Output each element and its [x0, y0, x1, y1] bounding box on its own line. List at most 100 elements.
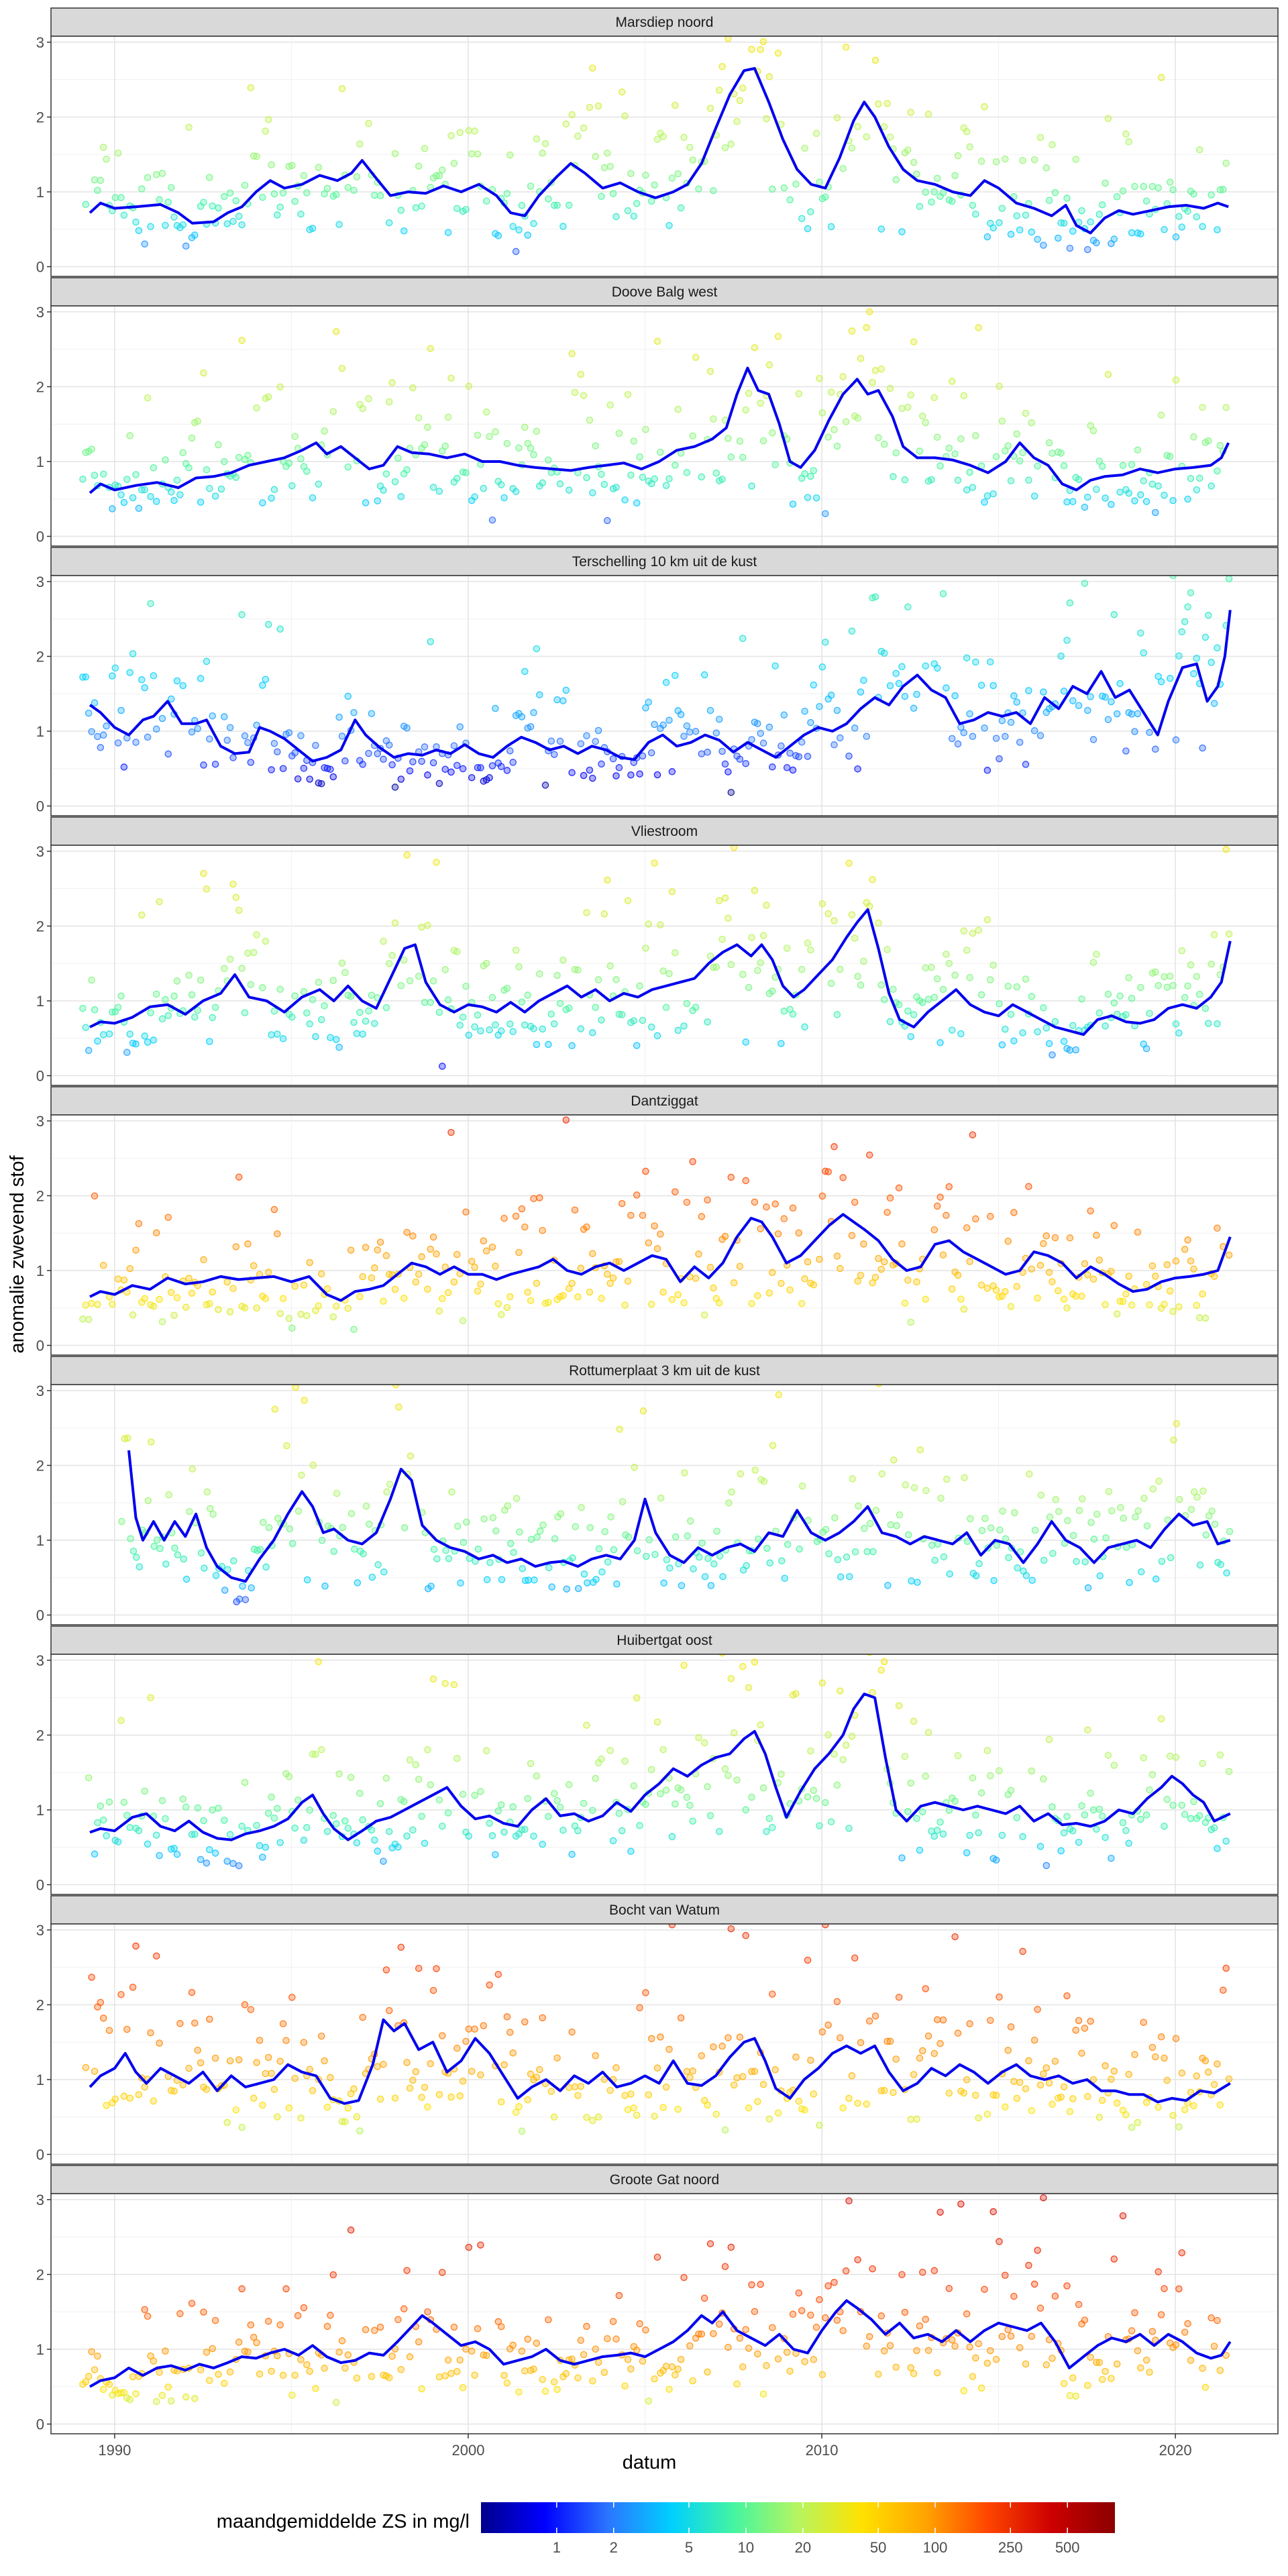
data-point [300, 2039, 308, 2046]
data-point [1181, 618, 1189, 625]
data-point [503, 439, 511, 447]
data-point [1096, 1572, 1104, 1580]
data-point [875, 434, 882, 441]
data-point [1075, 1507, 1083, 1515]
data-point [972, 1215, 979, 1223]
data-point [742, 1932, 749, 1939]
data-point [594, 2359, 602, 2366]
data-point [930, 994, 938, 1001]
data-point [860, 1240, 867, 1248]
data-point [447, 2093, 455, 2101]
data-point [264, 1269, 272, 1276]
data-point [527, 722, 535, 731]
panel-plot-area [51, 845, 1278, 1085]
data-point [1199, 403, 1206, 411]
data-point [391, 784, 399, 791]
data-point [453, 761, 461, 769]
data-point [972, 658, 979, 666]
data-point [834, 1556, 842, 1564]
data-point [339, 1523, 347, 1532]
data-point [270, 739, 278, 747]
data-point [545, 1564, 553, 1572]
data-point [524, 1794, 531, 1803]
data-point [837, 965, 844, 973]
data-point [954, 152, 962, 160]
data-point [759, 437, 767, 445]
data-point [724, 2034, 732, 2041]
data-point [344, 1824, 352, 1832]
data-point [975, 324, 982, 331]
data-point [394, 1843, 402, 1851]
data-point [114, 1004, 122, 1011]
data-point [712, 729, 720, 737]
data-point [536, 691, 543, 698]
data-point [457, 1579, 464, 1587]
data-point [1187, 2357, 1195, 2364]
data-point [397, 207, 405, 214]
data-point [276, 383, 284, 390]
data-point [892, 669, 900, 678]
data-point [783, 2349, 791, 2356]
data-point [680, 133, 688, 142]
data-point [347, 2226, 355, 2234]
data-point [854, 2099, 861, 2107]
data-point [1172, 2341, 1180, 2349]
data-point [1208, 191, 1215, 199]
data-point [1098, 201, 1106, 209]
data-point [400, 956, 408, 964]
data-point [810, 2090, 818, 2098]
data-point [565, 201, 573, 209]
data-point [1049, 2100, 1056, 2108]
data-point [1055, 234, 1062, 242]
data-point [1013, 698, 1021, 706]
data-point [771, 1200, 779, 1208]
data-point [459, 765, 467, 773]
data-point [586, 1524, 594, 1532]
data-point [530, 1025, 537, 1032]
data-point [981, 103, 988, 111]
data-point [869, 1548, 877, 1556]
data-point [459, 2383, 467, 2392]
data-point [910, 1484, 918, 1491]
data-point [274, 1515, 282, 1522]
data-point [1060, 2083, 1068, 2090]
data-point [977, 1281, 985, 1289]
data-point [132, 471, 140, 478]
data-point [674, 1291, 682, 1299]
data-point [515, 226, 523, 234]
data-point [1201, 1314, 1210, 1322]
data-point [1069, 2095, 1077, 2102]
data-point [559, 223, 567, 230]
data-point [132, 1040, 140, 1048]
data-point [147, 223, 154, 231]
data-point [211, 760, 219, 768]
data-point [822, 2314, 829, 2322]
data-point [135, 227, 143, 234]
data-point [680, 2273, 688, 2282]
data-point [739, 2363, 747, 2371]
data-point [1128, 229, 1136, 237]
data-point [763, 115, 770, 123]
data-point [264, 1809, 272, 1817]
data-point [1042, 1232, 1051, 1240]
data-point [898, 405, 906, 413]
data-point [206, 1300, 213, 1307]
data-point [91, 176, 99, 184]
data-point [781, 1574, 788, 1582]
data-point [105, 2027, 113, 2034]
data-point [244, 739, 252, 747]
data-point [677, 2355, 685, 2363]
data-point [215, 2371, 222, 2378]
data-point [933, 174, 941, 182]
data-point [360, 1550, 367, 1558]
data-point [727, 788, 735, 796]
data-point [607, 1513, 614, 1521]
data-point [1166, 674, 1174, 682]
data-point [453, 1522, 462, 1530]
data-point [94, 733, 101, 741]
data-point [1125, 1839, 1132, 1847]
data-point [539, 2375, 546, 2383]
data-point [459, 1013, 467, 1021]
data-point [877, 981, 885, 989]
data-point [848, 627, 856, 635]
